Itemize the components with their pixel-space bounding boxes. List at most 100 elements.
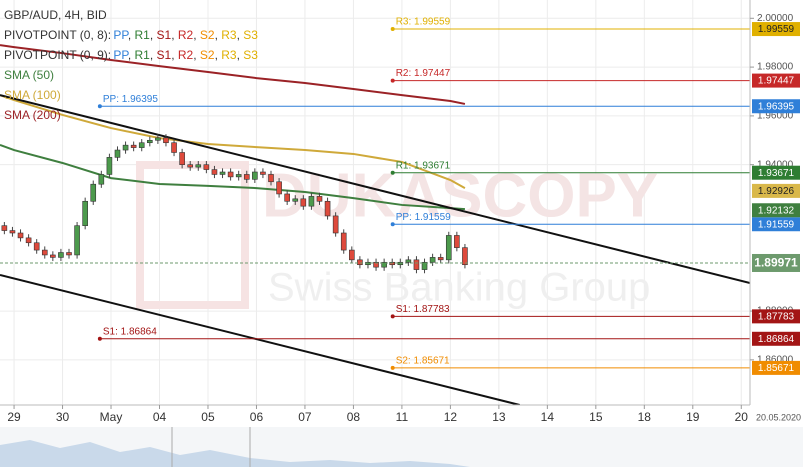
candle-body [187,164,194,168]
candle-body [243,174,250,180]
pivot-box [752,309,800,324]
pivot-label: 1.93671 [758,168,795,179]
legend-space: , [111,53,113,58]
candle-body [219,171,226,175]
candle-body [9,230,16,234]
candle-body [227,171,234,178]
x-tick-label: 29 [7,410,21,424]
chart-title: GBP/AUD, 4H, BID [4,8,107,22]
candle-body [50,254,56,258]
candle-body [106,157,113,175]
legend-entry: PIVOTPOINT (0, 9):, PP, R1, S1, R2, S2, … [4,48,258,62]
x-tick-label: 18 [638,410,652,424]
plot-area: R3: 1.99559 R2: 1.97447 PP: 1.96395 R1: 1.9… [0,17,750,405]
pivot-label: S2: 1.85671 [396,356,450,367]
candle-body [413,259,420,270]
x-tick-label: 13 [492,410,506,424]
x-tick-label: 30 [56,410,70,424]
pivot-label: S1: 1.87783 [396,304,450,315]
candle-body [179,152,185,165]
pivot-box [752,165,800,180]
candle-body [33,242,40,251]
legend-item: R2 [178,28,194,42]
legend-item: S2 [200,28,215,42]
pivot-dot [97,104,102,109]
candle-body [114,149,121,158]
grid [0,0,750,405]
legend-item: R1 [135,28,151,42]
pivot-label: PP: 1.91559 [396,212,451,223]
y-tick-label: 2.00000 [757,13,794,24]
navigator-area [0,440,470,467]
candle-body [357,259,363,266]
x-tick-label: 06 [250,410,264,424]
candle-body [349,249,355,261]
legend: GBP/AUD, 4H, BID SMA (50) SMA (100) SMA (2… [4,8,258,122]
x-tick-label: 20 [735,410,749,424]
candle-body [308,196,315,207]
pivot-dot [390,314,395,319]
candle-body [292,198,299,202]
candle-body [454,235,460,248]
x-tick-label: 07 [298,410,312,424]
x-tick-label: 19 [686,410,700,424]
legend-item: R1 [135,48,151,62]
pivot-box [752,331,800,346]
candle-body [235,174,242,178]
candle-body [300,198,307,207]
candle-body [147,139,153,144]
legend-entry: SMA (50) [4,68,54,82]
legend-item: S3 [243,28,258,42]
legend-separator: , [150,48,157,62]
legend-separator: , [215,48,222,62]
x-tick-label: 15 [589,410,603,424]
sma-value-box [752,183,800,198]
legend-entry: SMA (100) [4,88,61,102]
legend-item: R2 [178,48,194,62]
trend-line [0,273,520,405]
candle-body [405,259,412,263]
pivot-box [752,22,800,37]
candle-body [203,164,210,170]
pivot-label: 1.99559 [758,24,795,35]
legend-separator: , [193,48,200,62]
candle-body [90,183,97,202]
y-tick-label: 1.94000 [757,159,794,170]
legend-entry: PIVOTPOINT (0, 8):, PP, R1, S1, R2, S2, … [4,28,258,42]
sma-line [0,143,465,211]
legend-item: R3 [221,28,237,42]
pivot-dot [390,78,395,83]
x-tick-label: May [100,410,123,424]
legend-name: PIVOTPOINT (0, 8): [4,28,111,42]
y-tick-label: 1.98000 [757,62,794,73]
legend-item: S3 [243,48,258,62]
candle-body [429,257,436,263]
legend-separator: , [237,28,244,42]
y-tick-label: 1.86000 [757,355,794,366]
sma-value-label: 1.92132 [758,205,795,216]
legend-item: S1 [157,28,172,42]
pivot-box [752,99,800,114]
pivot-label: S1: 1.86864 [103,326,157,337]
pivot-box [752,217,800,232]
candle-body [82,200,88,226]
pivot-label: R1: 1.93671 [396,160,451,171]
pivot-dot [390,170,395,175]
pivot-label: PP: 1.96395 [103,94,158,105]
pivot-label: 1.87783 [758,312,795,323]
legend-space: , [111,33,113,38]
candle-body [340,232,347,251]
pivot-label: R2: 1.97447 [396,68,451,79]
candle-body [98,174,105,185]
pivot-label: 1.85671 [758,363,795,374]
candle-body [66,252,72,256]
legend-item: R3 [221,48,237,62]
legend-separator: , [215,28,222,42]
candle-body [260,171,266,175]
pivot-box [752,73,800,88]
candle-body [421,261,428,270]
legend-separator: , [171,28,178,42]
candle-body [381,261,387,268]
last-price-box [752,253,800,272]
candle-body [211,169,218,175]
